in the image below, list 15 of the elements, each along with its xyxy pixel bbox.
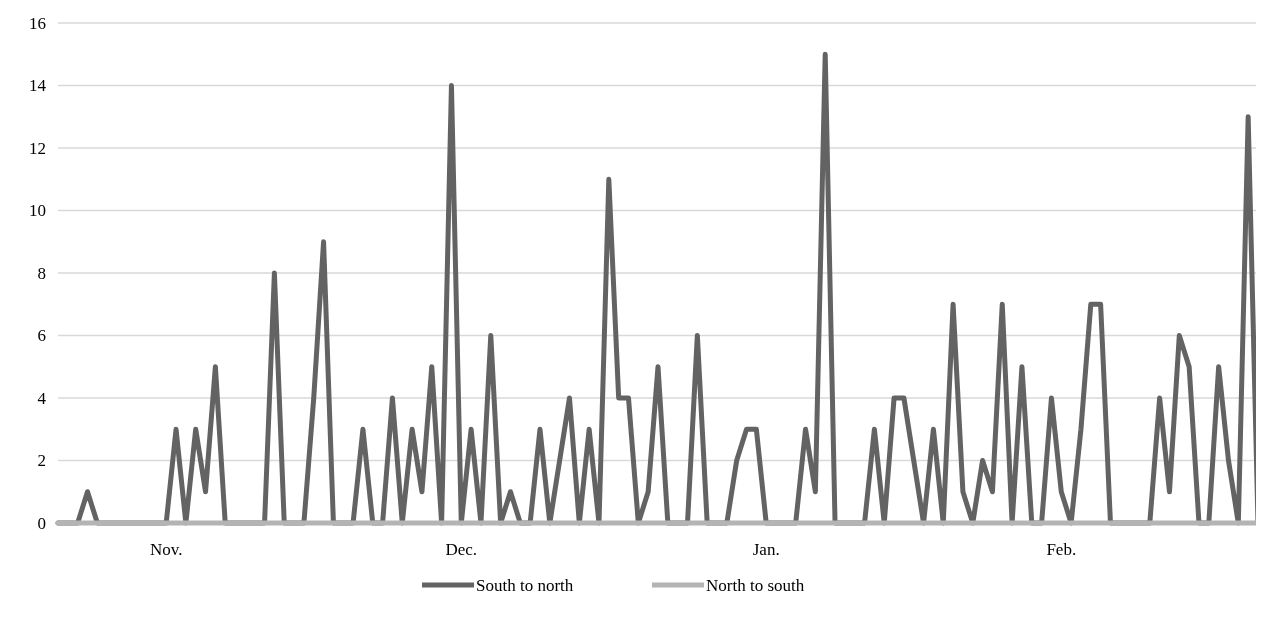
y-tick-label: 14: [29, 76, 47, 96]
y-tick-label: 8: [37, 263, 46, 283]
y-tick-label: 10: [29, 201, 46, 221]
x-tick-label: Nov.: [149, 540, 183, 559]
x-tick-label: Jan.: [752, 540, 780, 559]
y-tick-label: 16: [29, 13, 46, 33]
y-tick-label: 12: [29, 138, 46, 158]
y-tick-label: 2: [37, 451, 46, 471]
legend-label: South to north: [476, 575, 574, 595]
y-tick-label: 4: [37, 388, 47, 408]
y-tick-label: 0: [37, 513, 46, 533]
y-tick-label: 6: [37, 326, 46, 346]
legend-label: North to south: [706, 575, 805, 595]
x-tick-label: Dec.: [445, 540, 478, 559]
x-tick-label: Feb.: [1046, 540, 1077, 559]
